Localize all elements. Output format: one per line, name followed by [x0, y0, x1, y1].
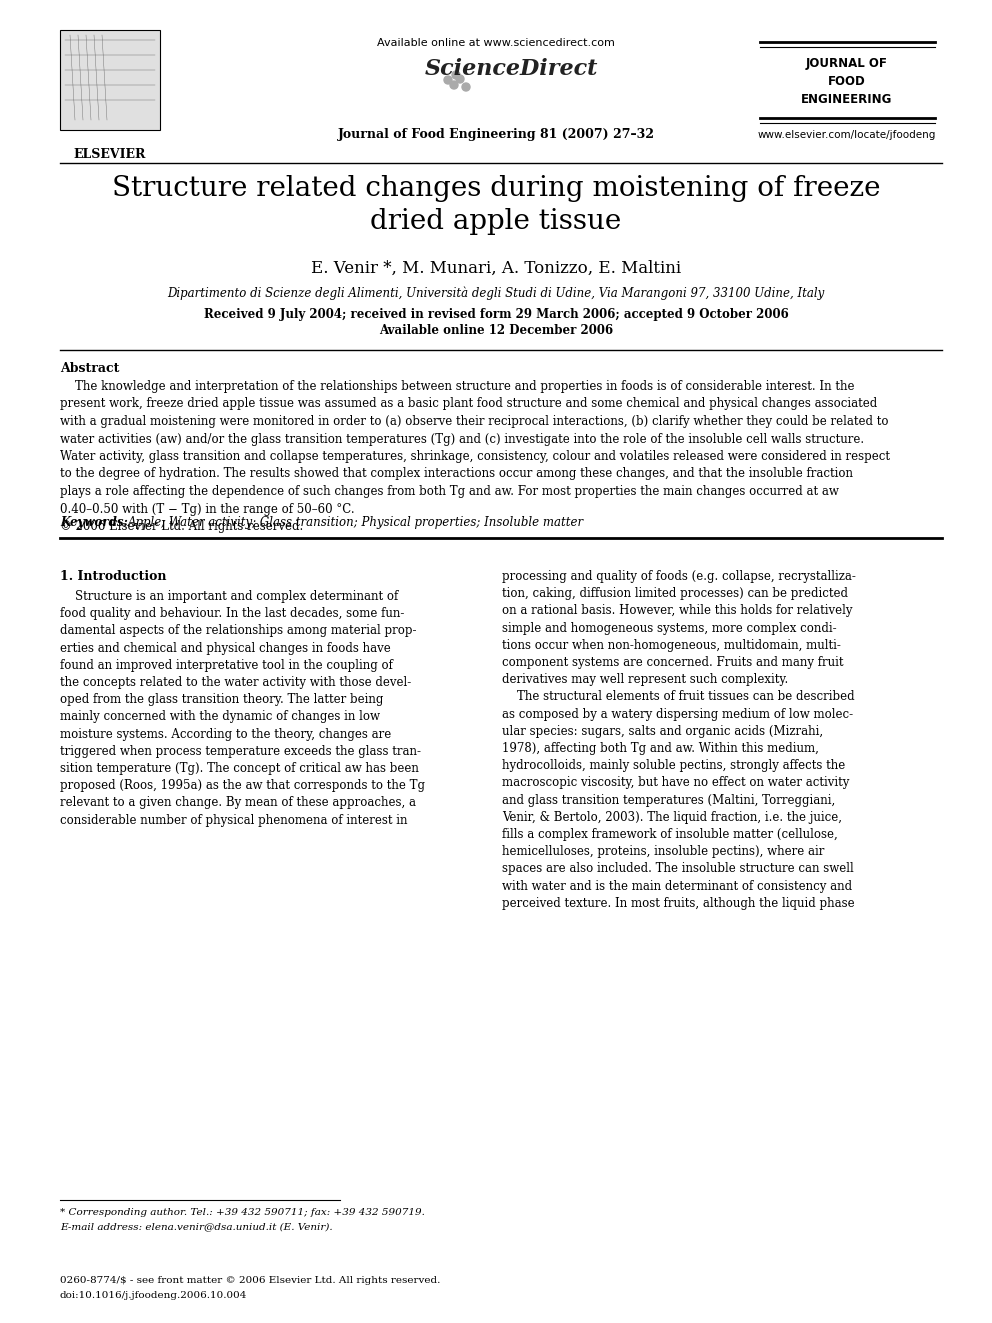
Circle shape [450, 81, 458, 89]
Circle shape [456, 75, 464, 83]
Text: Abstract: Abstract [60, 363, 119, 374]
Text: Received 9 July 2004; received in revised form 29 March 2006; accepted 9 October: Received 9 July 2004; received in revise… [203, 308, 789, 321]
Text: www.elsevier.com/locate/jfoodeng: www.elsevier.com/locate/jfoodeng [758, 130, 936, 140]
Text: processing and quality of foods (e.g. collapse, recrystalliza-
tion, caking, dif: processing and quality of foods (e.g. co… [502, 570, 856, 910]
Text: Available online 12 December 2006: Available online 12 December 2006 [379, 324, 613, 337]
Text: FOOD: FOOD [828, 75, 866, 89]
Text: Structure related changes during moistening of freeze
dried apple tissue: Structure related changes during moisten… [112, 175, 880, 235]
Text: Keywords:: Keywords: [60, 516, 128, 529]
Text: ELSEVIER: ELSEVIER [73, 148, 146, 161]
Text: Structure is an important and complex determinant of
food quality and behaviour.: Structure is an important and complex de… [60, 590, 425, 827]
Text: 1. Introduction: 1. Introduction [60, 570, 167, 583]
Text: ScienceDirect: ScienceDirect [425, 58, 598, 79]
Text: E-mail address: elena.venir@dsa.uniud.it (E. Venir).: E-mail address: elena.venir@dsa.uniud.it… [60, 1222, 332, 1230]
Circle shape [462, 83, 470, 91]
Text: Apple; Water activity; Glass transition; Physical properties; Insoluble matter: Apple; Water activity; Glass transition;… [128, 516, 584, 529]
Circle shape [444, 75, 452, 83]
Text: doi:10.1016/j.jfoodeng.2006.10.004: doi:10.1016/j.jfoodeng.2006.10.004 [60, 1291, 247, 1301]
Text: Journal of Food Engineering 81 (2007) 27–32: Journal of Food Engineering 81 (2007) 27… [337, 128, 655, 142]
Text: E. Venir *, M. Munari, A. Tonizzo, E. Maltini: E. Venir *, M. Munari, A. Tonizzo, E. Ma… [310, 261, 682, 277]
Bar [60, 30, 160, 130]
Circle shape [452, 71, 460, 79]
Text: JOURNAL OF: JOURNAL OF [806, 57, 888, 70]
Text: Available online at www.sciencedirect.com: Available online at www.sciencedirect.co… [377, 38, 615, 48]
Text: 0260-8774/$ - see front matter © 2006 Elsevier Ltd. All rights reserved.: 0260-8774/$ - see front matter © 2006 El… [60, 1275, 440, 1285]
Text: ENGINEERING: ENGINEERING [802, 93, 893, 106]
Text: Dipartimento di Scienze degli Alimenti, Università degli Studi di Udine, Via Mar: Dipartimento di Scienze degli Alimenti, … [168, 286, 824, 299]
Text: * Corresponding author. Tel.: +39 432 590711; fax: +39 432 590719.: * Corresponding author. Tel.: +39 432 59… [60, 1208, 425, 1217]
Text: The knowledge and interpretation of the relationships between structure and prop: The knowledge and interpretation of the … [60, 380, 890, 533]
